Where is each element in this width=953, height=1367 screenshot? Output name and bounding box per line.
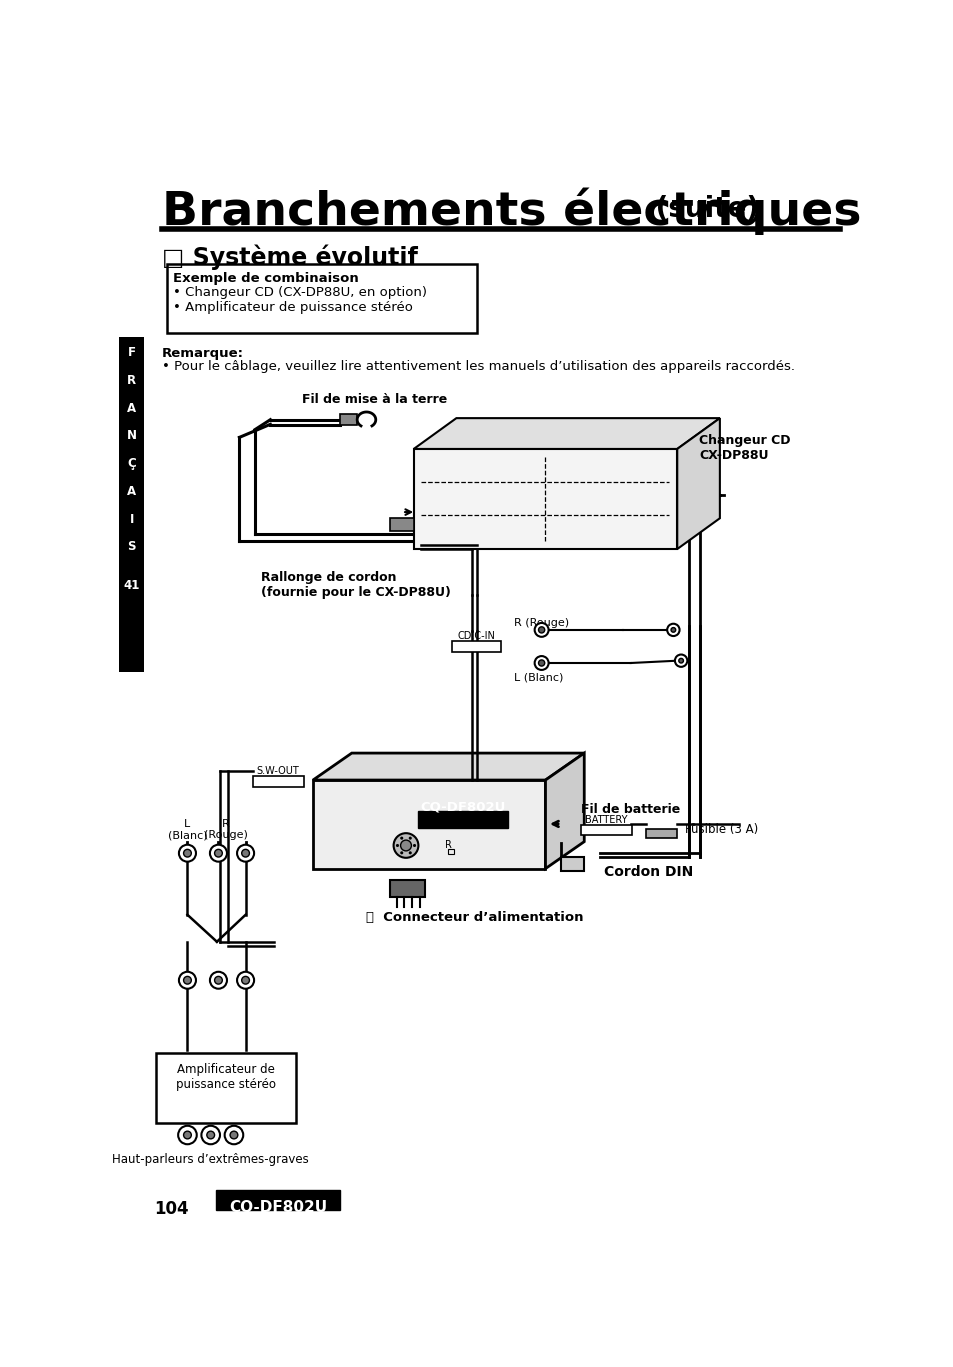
Circle shape <box>395 843 398 848</box>
Text: S: S <box>128 540 135 554</box>
Circle shape <box>400 841 411 850</box>
Circle shape <box>230 1131 237 1139</box>
Bar <box>340 414 356 425</box>
Circle shape <box>207 1131 214 1139</box>
Text: ⓕ  Connecteur d’alimentation: ⓕ Connecteur d’alimentation <box>365 910 582 924</box>
Text: • Pour le câblage, veuillez lire attentivement les manuels d’utilisation des app: • Pour le câblage, veuillez lire attenti… <box>162 361 794 373</box>
Circle shape <box>210 845 227 861</box>
Polygon shape <box>313 753 583 781</box>
Polygon shape <box>313 781 545 868</box>
Text: F: F <box>128 346 135 360</box>
Text: Ç: Ç <box>127 457 136 470</box>
Text: N: N <box>127 429 136 443</box>
Bar <box>560 857 583 871</box>
Bar <box>216 1189 340 1210</box>
Text: R: R <box>444 839 451 850</box>
Text: R (Rouge): R (Rouge) <box>514 618 569 629</box>
Text: L
(Blanc): L (Blanc) <box>168 819 207 841</box>
Circle shape <box>178 1126 196 1144</box>
Text: Cordon DIN: Cordon DIN <box>604 865 693 879</box>
Text: R
(Rouge): R (Rouge) <box>204 819 248 841</box>
Circle shape <box>679 659 682 663</box>
Circle shape <box>241 976 249 984</box>
Circle shape <box>670 627 675 632</box>
Circle shape <box>179 972 195 988</box>
Circle shape <box>674 655 686 667</box>
Text: R: R <box>127 375 136 387</box>
Text: Rallonge de cordon
(fournie pour le CX-DP88U): Rallonge de cordon (fournie pour le CX-D… <box>261 570 451 599</box>
Text: Connecteur de commande
de changeur CD: Connecteur de commande de changeur CD <box>395 757 561 785</box>
Text: (suite): (suite) <box>645 195 759 223</box>
Text: A: A <box>127 485 136 498</box>
Text: □ Système évolutif: □ Système évolutif <box>162 245 417 271</box>
Text: Amplificateur de
puissance stéréo: Amplificateur de puissance stéréo <box>176 1062 276 1091</box>
Text: I: I <box>130 513 133 525</box>
Bar <box>418 811 507 828</box>
Circle shape <box>236 972 253 988</box>
Text: Fusible (3 A): Fusible (3 A) <box>684 823 758 837</box>
Circle shape <box>399 852 403 854</box>
Circle shape <box>399 837 403 839</box>
Text: CD.C-IN: CD.C-IN <box>457 632 495 641</box>
Circle shape <box>537 627 544 633</box>
Text: Haut-parleurs d’extrêmes-graves: Haut-parleurs d’extrêmes-graves <box>112 1154 309 1166</box>
Text: A: A <box>127 402 136 414</box>
Bar <box>390 880 425 897</box>
Text: CQ-DF802U: CQ-DF802U <box>229 1200 327 1215</box>
Circle shape <box>224 1126 243 1144</box>
Bar <box>156 1054 295 1122</box>
Text: CQ-DF802U: CQ-DF802U <box>420 800 505 813</box>
Circle shape <box>183 976 192 984</box>
Bar <box>580 824 631 835</box>
Text: • Amplificateur de puissance stéréo: • Amplificateur de puissance stéréo <box>173 301 413 314</box>
Bar <box>390 518 414 530</box>
Circle shape <box>214 976 222 984</box>
Polygon shape <box>545 753 583 868</box>
Polygon shape <box>414 448 677 550</box>
Text: Changeur CD
CX-DP88U: Changeur CD CX-DP88U <box>699 433 790 462</box>
Circle shape <box>201 1126 220 1144</box>
Text: Remarque:: Remarque: <box>162 347 244 361</box>
Circle shape <box>183 849 192 857</box>
Bar <box>452 641 500 652</box>
Circle shape <box>666 623 679 636</box>
Text: 104: 104 <box>154 1200 189 1218</box>
Bar <box>167 264 476 334</box>
Circle shape <box>210 972 227 988</box>
Text: L (Blanc): L (Blanc) <box>514 673 563 682</box>
Circle shape <box>534 623 548 637</box>
Circle shape <box>179 845 195 861</box>
Text: Branchements électriques: Branchements électriques <box>162 187 861 235</box>
Circle shape <box>214 849 222 857</box>
Bar <box>253 776 303 787</box>
Text: 41: 41 <box>123 580 140 592</box>
Bar <box>447 849 454 854</box>
Circle shape <box>537 660 544 666</box>
Circle shape <box>394 833 418 858</box>
Circle shape <box>408 852 412 854</box>
Text: Fil de batterie: Fil de batterie <box>580 804 679 816</box>
Polygon shape <box>677 418 720 550</box>
Text: S.W-OUT: S.W-OUT <box>256 766 299 776</box>
Text: BATTERY: BATTERY <box>584 815 626 824</box>
Text: Fil de mise à la terre: Fil de mise à la terre <box>302 394 447 406</box>
Circle shape <box>183 1131 192 1139</box>
Circle shape <box>413 843 416 848</box>
Circle shape <box>241 849 249 857</box>
Text: • Changeur CD (CX-DP88U, en option): • Changeur CD (CX-DP88U, en option) <box>173 286 427 299</box>
Bar <box>645 828 677 838</box>
Text: Exemple de combinaison: Exemple de combinaison <box>173 272 359 284</box>
Circle shape <box>534 656 548 670</box>
Bar <box>119 338 144 673</box>
Circle shape <box>408 837 412 839</box>
Circle shape <box>236 845 253 861</box>
Polygon shape <box>414 418 720 448</box>
